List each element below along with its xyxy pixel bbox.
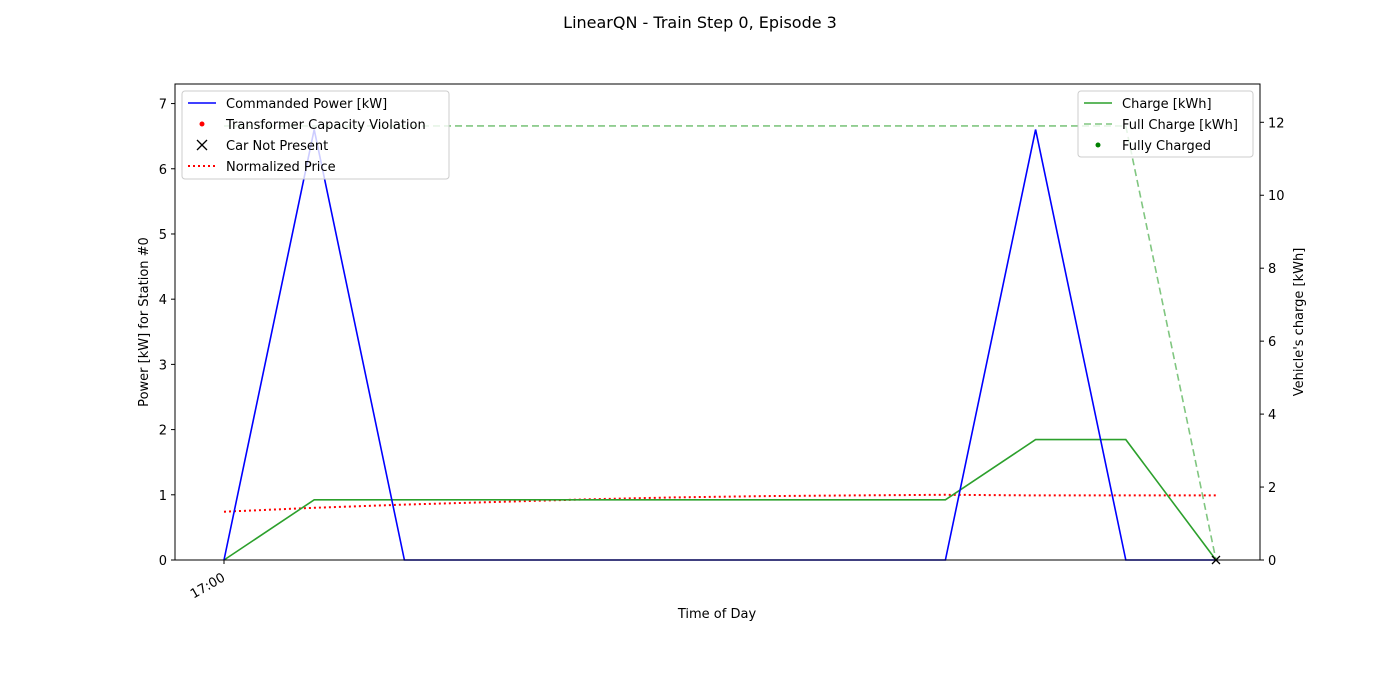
legend-swatch-car-not-present (196, 139, 208, 151)
left-tick-label: 7 (159, 98, 167, 113)
series-line-charge-kwh (223, 438, 1217, 561)
left-tick-label: 2 (159, 424, 167, 439)
legend-right: Charge [kWh] Full Charge [kWh] Fully Charg… (1077, 90, 1254, 158)
right-axis-ticks: 0 2 4 6 8 10 12 (1260, 116, 1285, 569)
legend-swatch-fully-charged (1095, 142, 1101, 148)
right-axis-label: Vehicle's charge [kWh] (1292, 248, 1307, 397)
series-line-normalized-price (223, 493, 1216, 513)
legend-label-commanded-power-kw: Commanded Power [kW] (226, 97, 387, 112)
left-axis-ticks: 0 1 2 3 4 5 6 7 (159, 98, 175, 569)
right-tick-label: 0 (1268, 554, 1276, 569)
left-tick-label: 1 (159, 489, 167, 504)
left-axis-label: Power [kW] for Station #0 (137, 237, 152, 407)
right-tick-label: 2 (1268, 481, 1276, 496)
left-tick-label: 3 (159, 358, 167, 373)
legend-swatch-transformer-capacity-violation (199, 121, 205, 127)
legend-label-transformer-capacity-violation: Transformer Capacity Violation (225, 118, 426, 133)
plot-frame (174, 83, 1261, 561)
legend-left: Commanded Power [kW] Transformer Capacity… (181, 90, 450, 180)
legend-label-normalized-price: Normalized Price (226, 160, 336, 175)
left-tick-label: 6 (159, 163, 167, 178)
right-tick-label: 8 (1268, 262, 1276, 277)
chart-title: LinearQN - Train Step 0, Episode 3 (563, 13, 837, 32)
left-tick-label: 0 (159, 554, 167, 569)
legend-label-car-not-present: Car Not Present (226, 139, 328, 154)
x-axis-label: Time of Day (677, 607, 757, 622)
left-tick-label: 5 (159, 228, 167, 243)
legend-label-charge-kwh: Charge [kWh] (1122, 97, 1212, 112)
right-tick-label: 12 (1268, 116, 1285, 131)
right-tick-label: 10 (1268, 189, 1285, 204)
right-tick-label: 4 (1268, 408, 1276, 423)
legend-box (1077, 90, 1254, 158)
left-tick-label: 4 (159, 293, 167, 308)
legend-label-fully-charged: Fully Charged (1122, 139, 1211, 154)
right-tick-label: 6 (1268, 335, 1276, 350)
legend-label-full-charge-kwh: Full Charge [kWh] (1122, 118, 1238, 133)
legend-box (181, 90, 450, 180)
